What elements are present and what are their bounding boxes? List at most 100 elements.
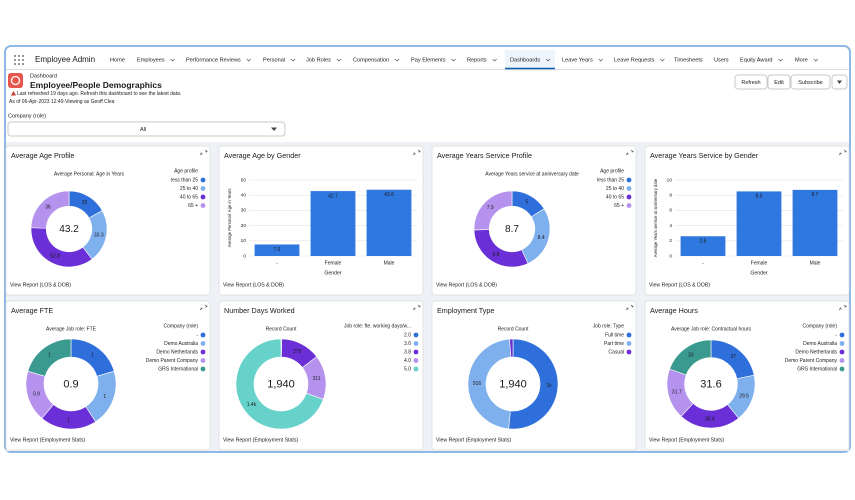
expand-icon[interactable] — [625, 304, 634, 311]
view-report-link[interactable]: View Report (Employment Stats) — [649, 437, 724, 443]
legend-label: 4.0 — [404, 358, 411, 364]
nav-tab[interactable]: Timesheets — [674, 57, 703, 63]
segment-label: 38.4 — [705, 417, 715, 423]
nav-tab[interactable]: Leave Years — [562, 57, 593, 63]
legend-swatch — [839, 332, 845, 338]
legend-title: Age profile — [174, 168, 198, 174]
legend-label: - — [835, 332, 837, 338]
header-button[interactable] — [790, 74, 831, 90]
expand-icon[interactable] — [199, 149, 208, 156]
tab-menu-caret — [451, 58, 456, 62]
x-axis-label: Gender — [750, 270, 768, 276]
header-more-caret — [837, 80, 842, 84]
segment-label: 52.8 — [50, 253, 60, 259]
active-tab-bg — [505, 50, 555, 69]
widget-title: Average Years Service Profile — [437, 151, 532, 160]
x-tick-label: Female — [751, 260, 768, 266]
legend-swatch — [200, 349, 206, 355]
legend-label: Part time — [604, 341, 624, 347]
view-report-link[interactable]: View Report (LOS & DOB) — [223, 282, 284, 288]
legend-label: 25 to 40 — [180, 186, 198, 192]
legend-swatch — [626, 203, 632, 208]
legend-swatch — [200, 186, 206, 191]
legend-label: Casual — [608, 349, 624, 355]
header-button[interactable] — [734, 74, 768, 90]
segment-label: 1k — [546, 383, 552, 389]
nav-tab[interactable]: Equity Award — [740, 57, 773, 63]
donut-center-value: 1,940 — [267, 378, 295, 390]
legend-swatch — [413, 349, 419, 355]
segment-label: 5 — [525, 200, 528, 206]
view-report-link[interactable]: View Report (LOS & DOB) — [10, 282, 71, 288]
donut-segment — [235, 338, 324, 430]
expand-icon[interactable] — [838, 149, 847, 156]
legend-swatch — [626, 349, 632, 355]
legend-label: Demo Netherlands — [156, 349, 198, 355]
legend-title: Age profile — [600, 168, 624, 174]
filter-dropdown[interactable] — [7, 121, 286, 137]
nav-tab[interactable]: Users — [714, 57, 729, 63]
nav-tab[interactable]: Pay Elements — [411, 57, 446, 63]
donut-segment — [467, 338, 512, 430]
nav-tab[interactable]: Dashboards — [510, 57, 540, 63]
y-tick-label: 30 — [241, 208, 247, 214]
y-tick-label: 10 — [241, 238, 247, 244]
nav-tab[interactable]: Personal — [263, 57, 285, 63]
legend-swatch — [839, 341, 845, 346]
tab-menu-caret — [813, 58, 818, 62]
view-report-link[interactable]: View Report (LOS & DOB) — [649, 282, 710, 288]
header-button-label: Subscribe — [798, 80, 822, 86]
donut-segment — [30, 190, 70, 229]
legend-label: GRS International — [797, 366, 837, 372]
expand-icon[interactable] — [412, 304, 421, 311]
status-text: As of 06-Apr-2023 12:49·Viewing as Geoff… — [9, 99, 115, 105]
nav-tab[interactable]: Employees — [137, 57, 165, 63]
widget-title: Average Years Service by Gender — [650, 151, 759, 160]
nav-tab[interactable]: Leave Requests — [614, 57, 655, 63]
donut-segment — [669, 339, 712, 376]
segment-label: 9.8 — [492, 252, 499, 258]
y-tick-label: 50 — [241, 177, 247, 183]
x-axis-label: Gender — [324, 270, 342, 276]
legend-label: Demo Australia — [164, 341, 198, 347]
legend-swatch — [626, 194, 632, 200]
nav-tab[interactable]: More — [795, 57, 808, 63]
tab-menu-caret — [246, 58, 251, 62]
nav-tab[interactable]: Performance Reviews — [186, 57, 241, 63]
donut-segment — [473, 190, 513, 231]
view-report-link[interactable]: View Report (Employment Stats) — [223, 437, 298, 443]
legend-swatch — [413, 358, 419, 363]
segment-label: 25 — [82, 200, 88, 206]
widget-title: Average Age Profile — [11, 151, 74, 160]
view-report-link[interactable]: View Report (Employment Stats) — [436, 437, 511, 443]
nav-tab[interactable]: Job Roles — [306, 57, 331, 63]
legend-title: Company (role) — [164, 323, 199, 329]
tab-menu-caret — [778, 58, 783, 62]
expand-icon[interactable] — [838, 304, 847, 311]
expand-icon[interactable] — [625, 149, 634, 156]
app-launcher[interactable] — [14, 55, 24, 65]
legend-label: Demo Netherlands — [795, 349, 837, 355]
chart-subtitle: Average Job role: Contractual hours — [671, 326, 751, 332]
bar — [792, 189, 838, 256]
expand-icon[interactable] — [412, 149, 421, 156]
nav-tab[interactable]: Home — [110, 57, 125, 63]
legend-label: - — [196, 332, 198, 338]
legend-swatch — [200, 332, 206, 338]
expand-icon[interactable] — [199, 304, 208, 311]
widget-title: Average Hours — [650, 306, 698, 315]
segment-label: 36 — [45, 204, 51, 210]
legend-label: less than 25 — [597, 177, 624, 183]
tab-menu-caret — [545, 58, 551, 62]
legend-swatch — [200, 194, 206, 200]
nav-tab[interactable]: Reports — [467, 57, 487, 63]
app-name: Employee Admin — [35, 55, 95, 64]
view-report-link[interactable]: View Report (Employment Stats) — [10, 437, 85, 443]
view-report-link[interactable]: View Report (LOS & DOB) — [436, 282, 497, 288]
header-button[interactable] — [767, 74, 791, 90]
legend-swatch — [200, 341, 206, 346]
bar — [310, 191, 356, 256]
segment-label: 33.3 — [94, 233, 104, 239]
nav-tab[interactable]: Compensation — [353, 57, 389, 63]
